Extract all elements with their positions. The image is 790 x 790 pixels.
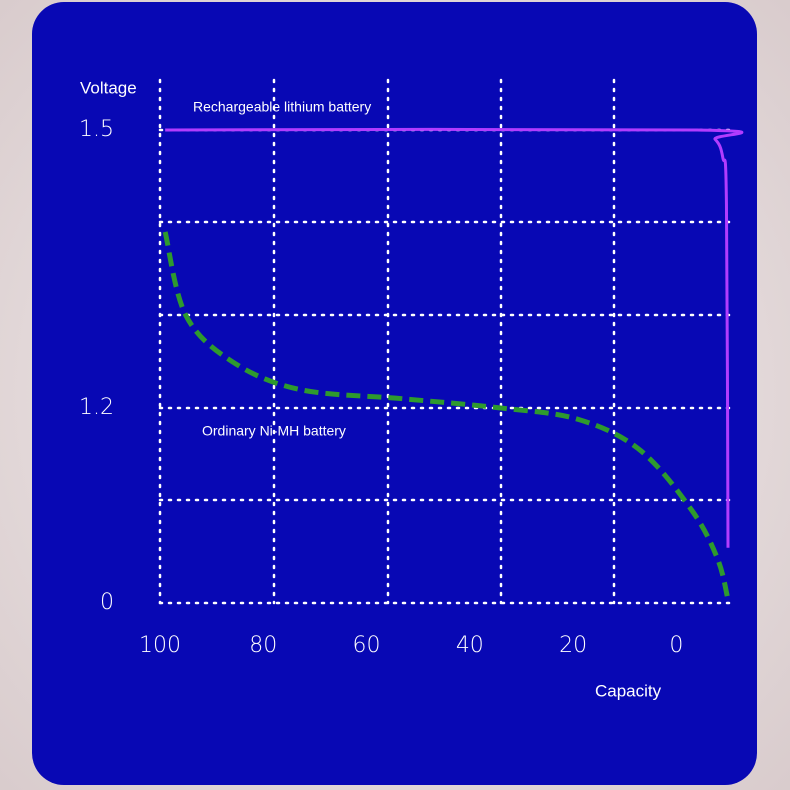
y-axis-label: Voltage <box>80 78 137 97</box>
legend-label: Rechargeable lithium battery <box>193 99 371 115</box>
legend-label: Ordinary Ni-MH battery <box>202 423 346 439</box>
x-tick-label: 100 <box>139 633 181 658</box>
panel <box>32 2 757 785</box>
x-tick-label: 60 <box>353 633 381 658</box>
x-tick-label: 20 <box>559 633 587 658</box>
x-axis-label: Capacity <box>595 681 662 700</box>
y-tick-label: 1.2 <box>79 395 114 420</box>
x-tick-label: 0 <box>669 633 683 658</box>
x-tick-label: 40 <box>456 633 484 658</box>
y-tick-label: 1.5 <box>79 117 114 142</box>
y-tick-label: 0 <box>100 590 114 615</box>
x-tick-label: 80 <box>249 633 277 658</box>
series-line <box>165 127 744 548</box>
series-line <box>162 231 731 601</box>
